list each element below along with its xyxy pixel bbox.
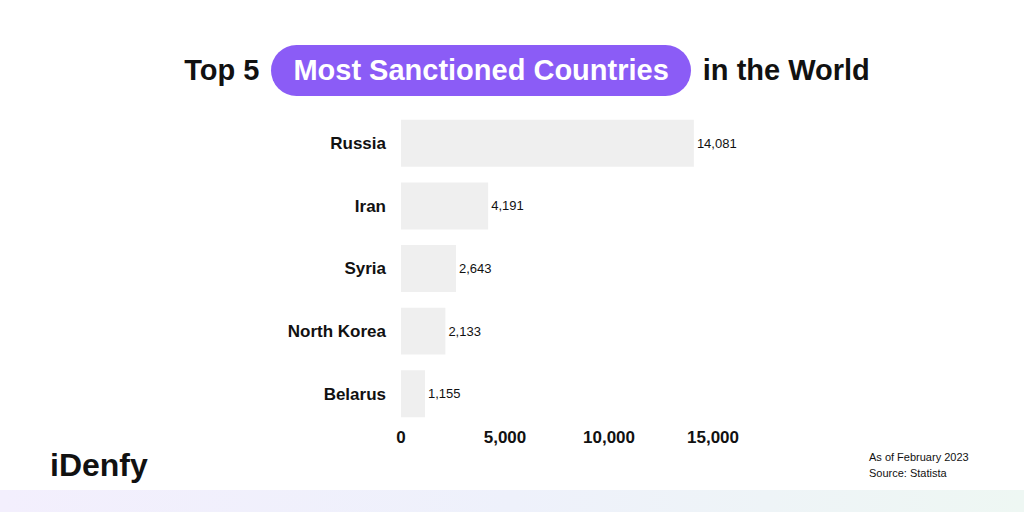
svg-text:15,000: 15,000 bbox=[687, 428, 739, 447]
svg-text:2,643: 2,643 bbox=[459, 261, 492, 276]
svg-text:0: 0 bbox=[396, 428, 405, 447]
html-text:in the World: in the World bbox=[702, 53, 870, 86]
svg-text:5,000: 5,000 bbox=[484, 428, 527, 447]
svg-text:4,191: 4,191 bbox=[491, 198, 524, 213]
svg-text:Belarus: Belarus bbox=[324, 385, 386, 404]
svg-text:2,133: 2,133 bbox=[448, 324, 481, 339]
svg-text:As of February 2023: As of February 2023 bbox=[869, 451, 969, 463]
html-text:Most Sanctioned Countries: Most Sanctioned Countries bbox=[293, 53, 669, 86]
svg-text:1,155: 1,155 bbox=[428, 386, 461, 401]
svg-text:10,000: 10,000 bbox=[583, 428, 635, 447]
svg-text:North Korea: North Korea bbox=[288, 322, 387, 341]
svg-text:iDenfy: iDenfy bbox=[50, 447, 148, 483]
html-text:Top 5: Top 5 bbox=[184, 53, 260, 86]
svg-text:Source: Statista: Source: Statista bbox=[869, 467, 948, 479]
svg-text:Russia: Russia bbox=[330, 134, 386, 153]
svg-text:14,081: 14,081 bbox=[697, 136, 737, 151]
svg-text:Iran: Iran bbox=[355, 197, 386, 216]
svg-text:Syria: Syria bbox=[344, 259, 386, 278]
